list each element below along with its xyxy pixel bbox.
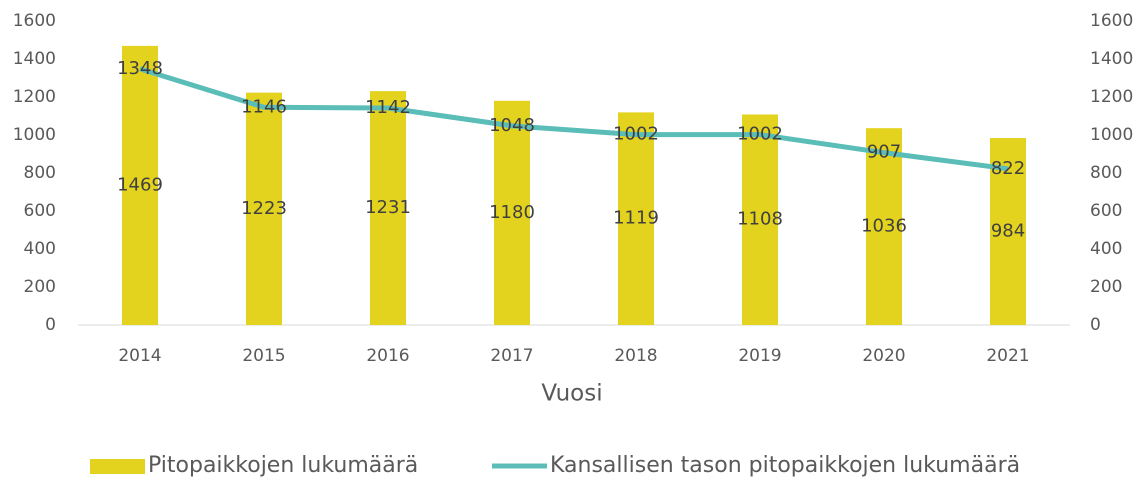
y-tick-label: 800 bbox=[24, 163, 56, 183]
y-tick-label: 0 bbox=[45, 315, 56, 335]
y-tick-label: 1600 bbox=[13, 11, 56, 31]
y2-tick-label: 400 bbox=[1090, 239, 1122, 259]
data-label: 1036 bbox=[861, 216, 907, 237]
x-tick-label: 2021 bbox=[986, 346, 1029, 366]
y-tick-label: 400 bbox=[24, 239, 56, 259]
y2-tick-label: 1200 bbox=[1090, 87, 1133, 107]
x-axis-title: Vuosi bbox=[541, 381, 602, 407]
x-tick-label: 2014 bbox=[118, 346, 161, 366]
data-label: 1348 bbox=[117, 58, 163, 79]
bar bbox=[866, 128, 902, 325]
y-tick-label: 1400 bbox=[13, 49, 56, 69]
x-tick-label: 2020 bbox=[862, 346, 905, 366]
bar bbox=[370, 91, 406, 325]
line bbox=[139, 66, 1009, 172]
data-label: 1002 bbox=[737, 124, 783, 145]
data-label: 1002 bbox=[613, 124, 659, 145]
x-tick-label: 2015 bbox=[242, 346, 285, 366]
bar bbox=[742, 114, 778, 325]
data-label: 1223 bbox=[241, 198, 287, 219]
y2-tick-label: 800 bbox=[1090, 163, 1122, 183]
legend-label: Pitopaikkojen lukumäärä bbox=[148, 453, 418, 478]
y2-tick-label: 600 bbox=[1090, 201, 1122, 221]
data-label: 1048 bbox=[489, 115, 535, 136]
data-label: 1180 bbox=[489, 202, 535, 223]
data-label: 1231 bbox=[365, 197, 411, 218]
y-tick-label: 200 bbox=[24, 277, 56, 297]
x-tick-label: 2018 bbox=[614, 346, 657, 366]
y2-tick-label: 1400 bbox=[1090, 49, 1133, 69]
data-label: 1108 bbox=[737, 209, 783, 230]
y-tick-label: 600 bbox=[24, 201, 56, 221]
legend-label: Kansallisen tason pitopaikkojen lukumäär… bbox=[550, 453, 1020, 478]
y2-tick-label: 1600 bbox=[1090, 11, 1133, 31]
y-tick-label: 1000 bbox=[13, 125, 56, 145]
bar bbox=[494, 100, 530, 325]
data-label: 984 bbox=[991, 221, 1025, 242]
y-tick-label: 1200 bbox=[13, 87, 56, 107]
data-label: 1119 bbox=[613, 208, 659, 229]
data-label: 1146 bbox=[241, 96, 287, 117]
x-tick-label: 2019 bbox=[738, 346, 781, 366]
data-label: 1142 bbox=[365, 97, 411, 118]
y2-tick-label: 1000 bbox=[1090, 125, 1133, 145]
legend-swatch bbox=[90, 459, 145, 474]
x-tick-label: 2016 bbox=[366, 346, 409, 366]
bar bbox=[618, 112, 654, 325]
data-label: 1469 bbox=[117, 174, 163, 195]
data-label: 822 bbox=[991, 158, 1025, 179]
x-tick-label: 2017 bbox=[490, 346, 533, 366]
bar bbox=[122, 45, 158, 325]
y2-tick-label: 0 bbox=[1090, 315, 1101, 335]
bar bbox=[246, 92, 282, 325]
data-label: 907 bbox=[867, 142, 901, 163]
y2-tick-label: 200 bbox=[1090, 277, 1122, 297]
